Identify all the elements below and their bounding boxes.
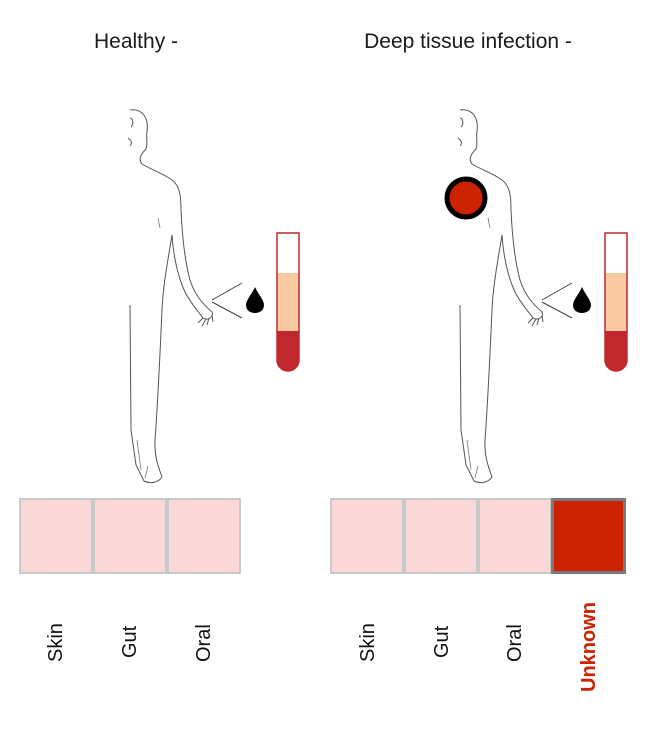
source-box-gut (404, 498, 478, 574)
blood-tube-icon (276, 232, 300, 372)
source-box-oral (167, 498, 241, 574)
blood-drop-icon (573, 287, 591, 313)
source-box-gut (93, 498, 167, 574)
human-body-outline-icon (457, 109, 573, 484)
source-label-skin: Skin (45, 623, 67, 662)
source-label-gut: Gut (431, 625, 453, 658)
source-label-gut: Gut (119, 625, 141, 658)
source-box-skin (19, 498, 93, 574)
source-label-oral: Oral (504, 624, 526, 662)
human-body-outline-icon (127, 109, 243, 484)
panel-title-infection: Deep tissue infection - (364, 30, 572, 53)
source-box-oral (478, 498, 552, 574)
source-box-unknown (551, 498, 626, 574)
source-box-skin (330, 498, 404, 574)
blood-tube-icon (604, 232, 628, 372)
source-label-skin: Skin (357, 623, 379, 662)
source-label-unknown: Unknown (578, 602, 600, 692)
panel-title-healthy: Healthy - (93, 30, 179, 53)
source-label-oral: Oral (193, 624, 215, 662)
infection-site-icon (444, 176, 488, 220)
blood-drop-icon (246, 287, 264, 313)
